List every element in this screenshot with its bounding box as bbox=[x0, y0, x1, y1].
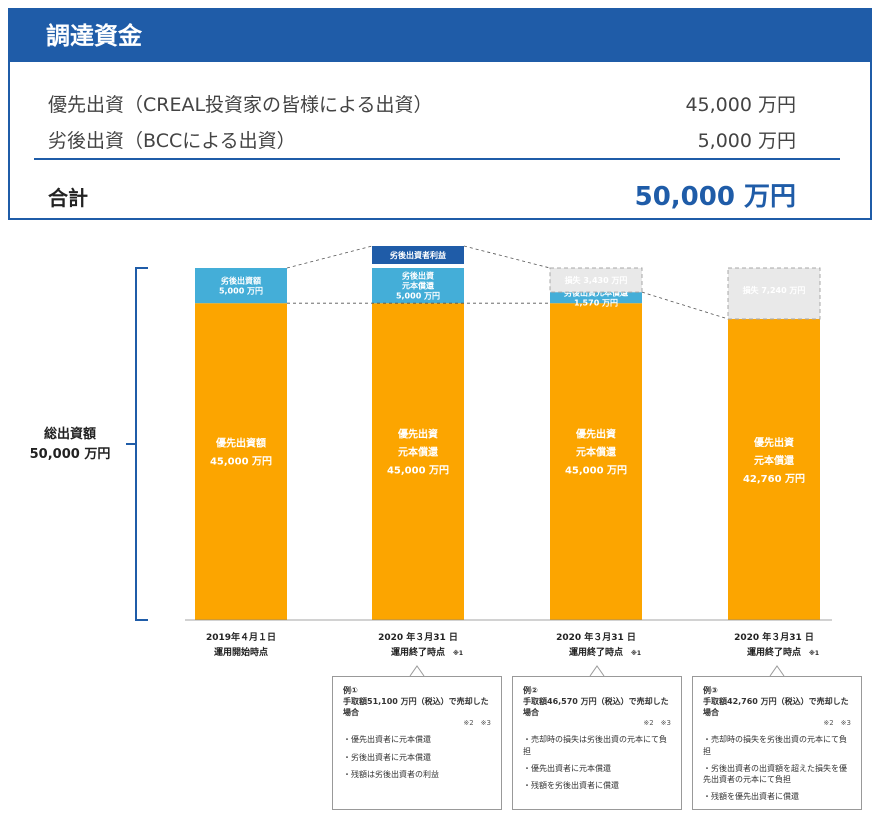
note-2-refs: ※2 ※3 bbox=[643, 718, 671, 727]
note-2-item-2: ・優先出資者に元本償還 bbox=[523, 763, 611, 773]
bar-senior-1-label-line-1: 優先出資額 bbox=[215, 437, 266, 450]
x-label-3-ref: ※1 bbox=[631, 650, 641, 657]
bar-senior-3-label-line-3: 45,000 万円 bbox=[565, 465, 627, 477]
senior-value: 45,000 万円 bbox=[685, 94, 796, 116]
bar-senior-3-label-line-1: 優先出資 bbox=[575, 428, 616, 441]
bar-junior-1-label-line-1: 劣後出資額 bbox=[220, 275, 261, 285]
x-label-4-phase: 運用終了時点 bbox=[747, 646, 801, 658]
note-box-2: 例② 手取額46,570 万円（税込）で売却した場合 ※2 ※3 ・売却時の損失… bbox=[512, 676, 682, 810]
note-3-subtitle: 手取額42,760 万円（税込）で売却した場合 bbox=[703, 697, 849, 718]
bar-loss-4 bbox=[727, 267, 821, 320]
bar-senior-4-label-line-3: 42,760 万円 bbox=[743, 473, 805, 485]
bar-junior-1 bbox=[195, 268, 287, 304]
bar-profit-2 bbox=[372, 246, 464, 264]
connector-loss-3 bbox=[641, 291, 729, 320]
note-1-title: 例① bbox=[343, 686, 358, 695]
bar-junior-2-label-line-3: 5,000 万円 bbox=[396, 291, 440, 300]
bar-loss-3 bbox=[549, 267, 643, 293]
bar-senior-1 bbox=[195, 303, 287, 620]
bar-senior-4-label-line-2: 元本償還 bbox=[754, 454, 795, 467]
connector-profit bbox=[286, 245, 373, 269]
x-label-2-phase: 運用終了時点 bbox=[391, 646, 445, 658]
note-1-item-2: ・劣後出資者に元本償還 bbox=[343, 752, 431, 762]
note-3-refs: ※2 ※3 bbox=[823, 718, 851, 727]
note-2-title: 例② bbox=[523, 686, 538, 695]
bar-junior-2 bbox=[372, 268, 464, 304]
bar-profit-2-label: 劣後出資者利益 bbox=[389, 250, 446, 260]
total-label: 合計 bbox=[48, 186, 88, 210]
note-2-pointer bbox=[589, 665, 605, 677]
bar-senior-1-label-line-2: 45,000 万円 bbox=[210, 456, 272, 468]
bar-loss-3-label-line-1: 損失 3,430 万円 bbox=[565, 275, 628, 285]
bar-senior-2-label-line-2: 元本償還 bbox=[398, 446, 439, 459]
senior-label: 優先出資（CREAL投資家の皆様による出資） bbox=[48, 94, 433, 116]
bar-junior-2-label-line-1: 劣後出資 bbox=[401, 270, 434, 280]
bar-senior-4-label-line-1: 優先出資 bbox=[753, 436, 794, 449]
note-box-3: 例③ 手取額42,760 万円（税込）で売却した場合 ※2 ※3 ・売却時の損失… bbox=[692, 676, 862, 810]
x-label-2-ref: ※1 bbox=[453, 650, 463, 657]
x-label-1-phase: 運用開始時点 bbox=[214, 646, 268, 658]
note-1-refs: ※2 ※3 bbox=[463, 718, 491, 727]
note-3-item-3: ・残額を優先出資者に償還 bbox=[703, 792, 799, 802]
note-1-item-3: ・残額は劣後出資者の利益 bbox=[343, 769, 439, 779]
note-box-1: 例① 手取額51,100 万円（税込）で売却した場合 ※2 ※3 ・優先出資者に… bbox=[332, 676, 502, 810]
note-1-subtitle: 手取額51,100 万円（税込）で売却した場合 bbox=[343, 697, 489, 718]
x-label-4-date: 2020 年３月31 日 bbox=[734, 631, 814, 643]
total-divider bbox=[34, 158, 840, 160]
junior-label: 劣後出資（BCCによる出資） bbox=[48, 130, 296, 152]
bar-senior-2-label-line-3: 45,000 万円 bbox=[387, 465, 449, 477]
x-label-3-date: 2020 年３月31 日 bbox=[556, 631, 636, 643]
note-3-title: 例③ bbox=[703, 686, 718, 695]
note-1-pointer bbox=[409, 665, 425, 677]
connector-loss-2 bbox=[463, 245, 551, 269]
bar-senior-2 bbox=[372, 303, 464, 620]
funding-summary-box: 調達資金 優先出資（CREAL投資家の皆様による出資） 45,000 万円 劣後… bbox=[8, 8, 872, 220]
note-3-pointer bbox=[769, 665, 785, 677]
total-label-line-2: 50,000 万円 bbox=[30, 447, 111, 462]
bar-junior-3-label-line-2: 1,570 万円 bbox=[574, 298, 618, 307]
note-1-item-1: ・優先出資者に元本償還 bbox=[343, 735, 431, 745]
junior-value: 5,000 万円 bbox=[697, 130, 796, 152]
bar-senior-3-label-line-2: 元本償還 bbox=[576, 446, 617, 459]
total-bracket bbox=[135, 267, 148, 621]
total-label-line-1: 総出資額 bbox=[44, 426, 96, 442]
bar-senior-4 bbox=[728, 318, 820, 620]
note-2-item-1: ・売却時の損失は劣後出資の元本にて負担 bbox=[523, 735, 667, 756]
note-2-item-3: ・残額を劣後出資者に償還 bbox=[523, 780, 619, 790]
bar-junior-1-label-line-2: 5,000 万円 bbox=[219, 286, 263, 295]
x-label-4-ref: ※1 bbox=[809, 650, 819, 657]
bar-loss-4-label-line-1: 損失 7,240 万円 bbox=[743, 285, 806, 295]
summary-title: 調達資金 bbox=[10, 10, 870, 62]
x-label-3-phase: 運用終了時点 bbox=[569, 646, 623, 658]
note-3-item-1: ・売却時の損失を劣後出資の元本にて負担 bbox=[703, 735, 847, 756]
note-2-subtitle: 手取額46,570 万円（税込）で売却した場合 bbox=[523, 697, 669, 718]
bar-junior-2-label-line-2: 元本償還 bbox=[402, 280, 435, 290]
x-label-2-date: 2020 年３月31 日 bbox=[378, 631, 458, 643]
x-label-1-date: 2019年４月１日 bbox=[206, 631, 276, 643]
bar-junior-3 bbox=[550, 292, 642, 304]
note-3-item-2: ・劣後出資者の出資額を超えた損失を優先出資者の元本にて負担 bbox=[703, 763, 847, 784]
bar-senior-2-label-line-1: 優先出資 bbox=[397, 428, 438, 441]
bar-senior-3 bbox=[550, 303, 642, 620]
total-value: 50,000 万円 bbox=[634, 182, 796, 212]
